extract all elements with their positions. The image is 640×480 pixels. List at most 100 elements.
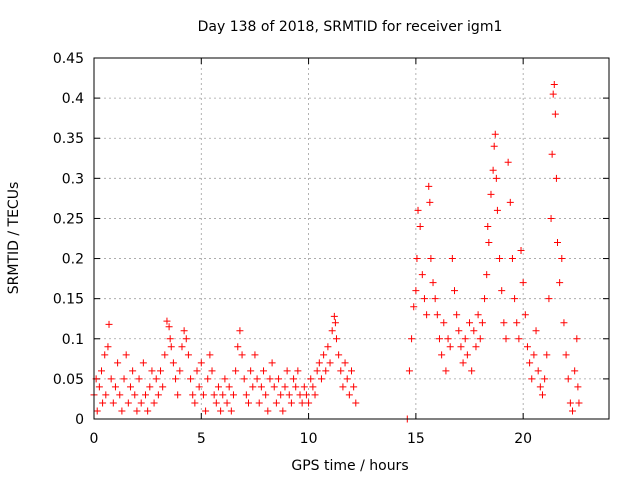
plot-frame [93,57,610,420]
data-point [217,407,225,415]
data-point [556,279,564,287]
data-point [309,383,317,391]
data-point [296,391,304,399]
data-point [176,367,184,375]
data-point [122,351,130,359]
data-point [105,320,113,328]
data-point [530,351,538,359]
data-point [268,359,276,367]
data-point [210,391,218,399]
data-point [169,359,177,367]
data-point [229,391,237,399]
y-tick-label: 0.45 [53,51,84,67]
data-point [148,367,156,375]
data-point [511,295,519,303]
data-point [238,351,246,359]
y-tick-label: 0.3 [62,171,84,187]
data-point [571,367,579,375]
data-point [161,351,169,359]
y-tick-label: 0.15 [53,292,84,308]
data-point [120,375,128,383]
data-point [245,399,252,407]
data-point [114,359,122,367]
data-point [466,319,474,327]
data-point [199,391,207,399]
data-point [348,367,355,375]
data-point [541,375,549,383]
data-point [489,166,497,174]
data-point [444,335,452,343]
data-point [331,319,339,327]
data-point [111,383,119,391]
data-point [322,367,330,375]
data-point [330,312,338,320]
data-point [165,323,173,331]
x-axis-label: GPS time / hours [291,458,408,474]
data-point [423,311,431,319]
data-point [431,295,439,303]
data-point [172,375,180,383]
data-point [283,367,291,375]
data-point [152,375,160,383]
data-point [343,375,351,383]
data-point [352,399,360,407]
data-point [157,367,165,375]
data-point [451,287,458,295]
data-point [426,198,434,206]
data-point [468,367,476,375]
data-point [204,375,212,383]
data-point [573,335,581,343]
data-point [345,391,353,399]
data-point [159,383,167,391]
data-point [317,375,325,383]
data-point [154,391,162,399]
data-point [223,399,231,407]
data-point [305,399,313,407]
data-point [560,319,568,327]
data-point [116,391,124,399]
data-point [180,327,188,335]
data-point [506,198,514,206]
data-point [285,391,293,399]
data-point [485,239,493,247]
data-point [275,375,283,383]
data-point [574,383,582,391]
data-point [195,383,203,391]
y-tick-label: 0.1 [62,332,84,348]
data-point [335,351,343,359]
data-point [470,327,478,335]
data-point [133,407,141,415]
data-point [102,391,110,399]
data-point [455,327,463,335]
data-point [135,375,143,383]
data-point [476,335,484,343]
data-point [438,351,446,359]
data-point [472,343,480,351]
data-point [324,343,332,351]
data-point [182,335,190,343]
data-point [266,375,274,383]
data-point [118,407,126,415]
data-point [551,110,559,118]
data-point [457,343,465,351]
data-point [548,150,556,158]
data-point [189,391,197,399]
data-point [416,222,424,230]
data-point [144,407,152,415]
data-point [461,335,469,343]
data-point [98,367,106,375]
data-point [481,295,489,303]
data-point [337,367,345,375]
y-tick-label: 0.05 [53,372,84,388]
data-point [232,367,240,375]
x-tick-label: 5 [197,431,206,447]
data-point [523,343,531,351]
data-point [137,399,145,407]
data-point [302,391,310,399]
data-point [326,359,334,367]
data-point [255,399,263,407]
data-point [420,295,428,303]
data-point [131,391,139,399]
data-point [521,311,529,319]
